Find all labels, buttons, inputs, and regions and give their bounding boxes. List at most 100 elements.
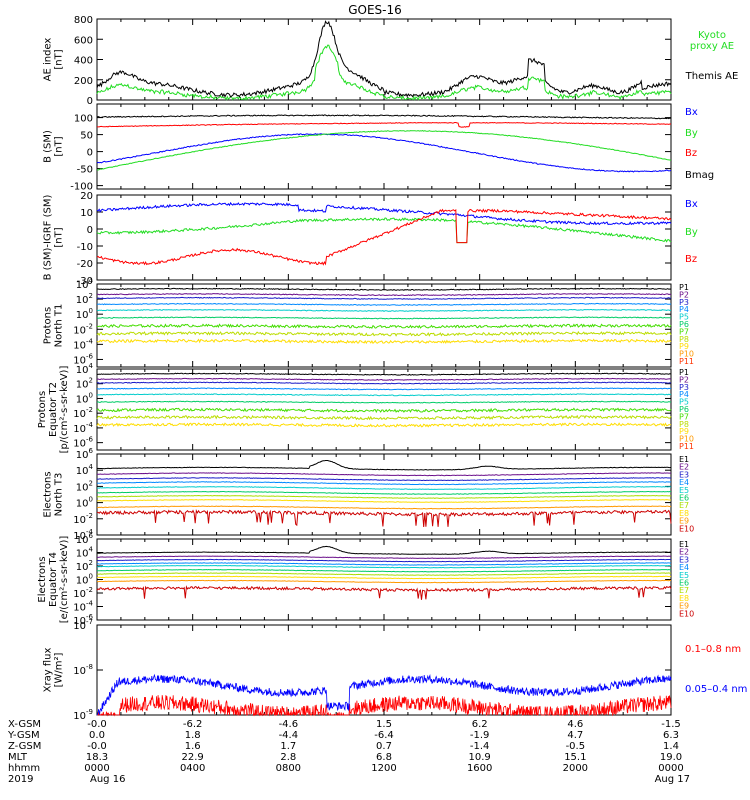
series-By-line [96,130,672,171]
footer-cell: 2000 [563,763,588,774]
panel-ee-ytick: 10-4 [73,600,93,614]
legend-ee-E7: E7 [679,586,689,595]
legend-ee-E2: E2 [679,548,689,557]
legend-bsm-Bmag: Bmag [685,170,714,181]
panel-bigrf-ytick: -10 [77,242,93,253]
legend-en-E6: E6 [679,494,689,503]
footer-cell: -4.4 [279,730,299,741]
series-E3-line [96,477,672,482]
panel-bsm-ytick: -100 [70,182,93,193]
legend-bsm-Bx: Bx [685,107,698,118]
legend-ee-E4: E4 [679,563,689,572]
footer-cell: 0400 [180,763,205,774]
series-Bz-line [96,121,671,128]
footer-cell: -0.0 [87,741,107,752]
footer-cell: -6.4 [374,730,394,741]
legend-ae-0: Kyoto [698,30,726,41]
footer-cell: 6.8 [376,752,392,763]
panel-bsm-ylabel: [nT] [54,136,65,156]
footer-row-label: Y-GSM [7,730,40,741]
series-P8-line [96,330,672,337]
legend-ae-1: Themis AE [685,71,739,82]
footer-cell: 10.9 [469,752,491,763]
legend-bsm-By: By [685,128,698,139]
footer-cell: 0.7 [376,741,392,752]
panel-bigrf-ytick: 0 [87,225,93,236]
footer-cell: 2.8 [280,752,296,763]
panel-ee-ytick: 100 [76,573,93,587]
legend-pn-P1: P1 [679,283,689,292]
legend-pn-P5: P5 [679,313,689,322]
series-P8-line [96,414,672,421]
panel-pn-ylabel: North T1 [54,304,65,348]
series-black-line [96,20,672,98]
panel-en-ylabel: North T3 [54,473,65,517]
legend-en-E10: E10 [679,524,694,533]
series-E7-line [96,494,672,499]
panel-en-ylabel: Electrons [43,471,54,517]
panel-pe-ytick: 10-4 [73,421,93,435]
footer-cell: -0.5 [566,741,586,752]
panel-bigrf-frame [96,194,672,281]
panel-pn: Protons North T110-610-410-2100102104P1P2… [43,277,694,368]
panel-en: Electrons North T310-410-2100102104106E1E… [43,447,695,542]
footer-cell: 1600 [467,763,492,774]
panel-ae-ylabel: AE index [43,38,54,82]
series-P7-line [96,323,672,329]
panel-en-ytick: 104 [76,463,94,477]
panel-xray-ytick: 10-8 [73,663,93,677]
legend-en-E3: E3 [679,470,689,479]
panel-en-ytick: 102 [76,479,93,493]
panel-pe-ytick: 104 [76,362,94,376]
panel-ae-ylabel: [nT] [54,49,65,69]
series-E8-line [96,498,671,503]
legend-xray-0: 0.1–0.8 nm [685,644,741,655]
footer-row-label: Z-GSM [8,741,41,752]
panel-ee-ytick: 106 [76,532,94,546]
legend-ee-E1: E1 [679,540,689,549]
panel-pn-ytick: 10-2 [73,322,93,336]
series-P2-line [96,377,672,381]
legend-bigrf-Bx: Bx [685,199,698,210]
legend-ee-E8: E8 [679,594,689,603]
legend-pe-P8: P8 [679,420,689,429]
legend-en-E9: E9 [679,517,689,526]
footer-cell: 19.0 [660,752,682,763]
legend-bsm-Bz: Bz [685,148,697,159]
panel-ae-ytick: 800 [74,15,93,26]
series-E2-line [96,555,671,559]
legend-pe-P4: P4 [679,390,689,399]
legend-pn-P4: P4 [679,305,689,314]
panel-en-ytick: 100 [76,496,93,510]
legend-ee-E6: E6 [679,579,689,588]
panel-pe-ylabel: Equator T2 [48,382,59,437]
panel-xray-ylabel: Xray flux [43,648,54,693]
legend-pn-P10: P10 [679,350,694,359]
orbit-footer: X-GSMY-GSMZ-GSMMLThhmm2019-0.00.0-0.018.… [7,719,690,785]
footer-cell: 4.7 [567,730,583,741]
series-Bx-line [96,133,672,173]
panel-pn-ytick: 104 [76,277,94,291]
legend-pe-P5: P5 [679,398,689,407]
panel-bigrf-ytick: -20 [77,259,93,270]
panel-ee-ytick: 102 [76,559,93,573]
panel-pn-ytick: 100 [76,307,93,321]
legend-pe-P1: P1 [679,368,689,377]
series-P6-line [96,316,671,320]
legend-pe-P2: P2 [679,375,689,384]
footer-cell: Aug 16 [90,774,125,785]
series-P2-line [96,293,672,297]
footer-cell: Aug 17 [655,774,690,785]
series-Bx-line [96,201,672,226]
panel-bsm-ylabel: B (SM) [43,130,54,163]
footer-cell: -1.5 [661,719,681,730]
footer-cell: 0000 [84,763,109,774]
series-green-line [96,44,672,101]
series-P1-line [97,372,672,376]
series-E9-line [96,579,672,584]
footer-cell: 1200 [371,763,396,774]
panel-en-frame [96,453,672,536]
series-P5-line [96,393,672,397]
